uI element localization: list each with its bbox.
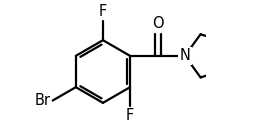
Text: Br: Br [35,93,51,108]
Text: N: N [179,48,190,63]
Text: O: O [153,16,164,31]
Text: N: N [179,48,190,63]
Text: F: F [126,108,134,123]
Text: F: F [99,4,107,19]
